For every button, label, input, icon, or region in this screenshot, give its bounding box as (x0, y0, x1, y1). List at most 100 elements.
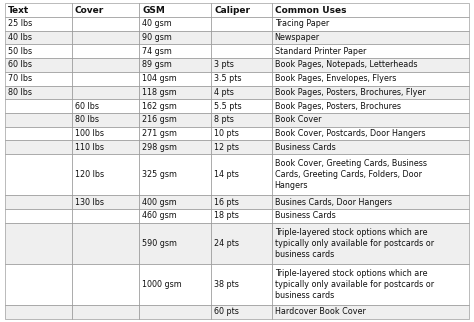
Bar (139, 305, 211, 319)
Text: 216 gsm: 216 gsm (142, 115, 177, 124)
Text: 5.5 pts: 5.5 pts (214, 102, 242, 111)
Bar (139, 154, 211, 195)
Text: 590 gsm: 590 gsm (142, 239, 177, 248)
Bar (272, 209, 469, 223)
Bar (272, 17, 469, 31)
Bar (72, 58, 139, 72)
Bar (211, 154, 272, 195)
Text: GSM: GSM (142, 5, 165, 14)
Text: 74 gsm: 74 gsm (142, 47, 172, 56)
Bar (5, 127, 72, 140)
Bar (139, 209, 211, 223)
Bar (5, 99, 72, 113)
Bar (211, 17, 272, 31)
Bar (72, 154, 139, 195)
Bar (211, 140, 272, 154)
Text: Book Pages, Posters, Brochures: Book Pages, Posters, Brochures (274, 102, 401, 111)
Text: Triple-layered stock options which are
typically only available for postcards or: Triple-layered stock options which are t… (274, 228, 434, 259)
Bar (5, 113, 72, 127)
Text: 8 pts: 8 pts (214, 115, 234, 124)
Text: 3.5 pts: 3.5 pts (214, 74, 242, 83)
Text: 110 lbs: 110 lbs (75, 143, 104, 152)
Bar (5, 44, 72, 58)
Bar (72, 3, 139, 17)
Bar (5, 305, 72, 319)
Text: 40 lbs: 40 lbs (8, 33, 32, 42)
Bar (5, 86, 72, 99)
Bar (72, 223, 139, 264)
Bar (139, 17, 211, 31)
Bar (272, 31, 469, 44)
Text: Busines Cards, Door Hangers: Busines Cards, Door Hangers (274, 198, 392, 207)
Bar (139, 3, 211, 17)
Text: 40 gsm: 40 gsm (142, 19, 172, 28)
Text: Hardcover Book Cover: Hardcover Book Cover (274, 308, 365, 317)
Text: 271 gsm: 271 gsm (142, 129, 177, 138)
Bar (211, 209, 272, 223)
Bar (5, 264, 72, 305)
Bar (5, 195, 72, 209)
Bar (272, 195, 469, 209)
Bar (72, 17, 139, 31)
Text: Caliper: Caliper (214, 5, 250, 14)
Bar (72, 140, 139, 154)
Text: 104 gsm: 104 gsm (142, 74, 177, 83)
Bar (72, 72, 139, 86)
Bar (211, 44, 272, 58)
Bar (211, 264, 272, 305)
Bar (72, 44, 139, 58)
Bar (5, 209, 72, 223)
Text: 38 pts: 38 pts (214, 280, 239, 289)
Bar (211, 99, 272, 113)
Text: Business Cards: Business Cards (274, 211, 336, 220)
Bar (5, 17, 72, 31)
Bar (5, 223, 72, 264)
Bar (139, 58, 211, 72)
Bar (272, 223, 469, 264)
Bar (272, 127, 469, 140)
Text: 50 lbs: 50 lbs (8, 47, 32, 56)
Text: Text: Text (8, 5, 29, 14)
Bar (211, 3, 272, 17)
Bar (272, 113, 469, 127)
Text: 130 lbs: 130 lbs (75, 198, 104, 207)
Text: 80 lbs: 80 lbs (75, 115, 99, 124)
Bar (139, 113, 211, 127)
Bar (72, 195, 139, 209)
Text: 325 gsm: 325 gsm (142, 170, 177, 179)
Bar (211, 113, 272, 127)
Bar (272, 264, 469, 305)
Bar (272, 305, 469, 319)
Bar (72, 305, 139, 319)
Bar (5, 140, 72, 154)
Text: Newspaper: Newspaper (274, 33, 320, 42)
Text: Common Uses: Common Uses (274, 5, 346, 14)
Text: 90 gsm: 90 gsm (142, 33, 172, 42)
Bar (72, 264, 139, 305)
Bar (5, 31, 72, 44)
Bar (272, 154, 469, 195)
Bar (139, 223, 211, 264)
Text: 118 gsm: 118 gsm (142, 88, 177, 97)
Bar (139, 140, 211, 154)
Bar (211, 72, 272, 86)
Bar (211, 86, 272, 99)
Bar (139, 127, 211, 140)
Text: 89 gsm: 89 gsm (142, 61, 172, 70)
Text: 60 lbs: 60 lbs (75, 102, 99, 111)
Bar (211, 31, 272, 44)
Bar (139, 44, 211, 58)
Bar (72, 113, 139, 127)
Text: Triple-layered stock options which are
typically only available for postcards or: Triple-layered stock options which are t… (274, 269, 434, 300)
Text: 162 gsm: 162 gsm (142, 102, 177, 111)
Text: Book Cover: Book Cover (274, 115, 321, 124)
Text: Book Cover, Postcards, Door Hangers: Book Cover, Postcards, Door Hangers (274, 129, 425, 138)
Bar (72, 86, 139, 99)
Text: 60 lbs: 60 lbs (8, 61, 32, 70)
Text: Book Pages, Envelopes, Flyers: Book Pages, Envelopes, Flyers (274, 74, 396, 83)
Text: 14 pts: 14 pts (214, 170, 239, 179)
Text: 16 pts: 16 pts (214, 198, 239, 207)
Text: Book Pages, Notepads, Letterheads: Book Pages, Notepads, Letterheads (274, 61, 417, 70)
Text: 60 pts: 60 pts (214, 308, 239, 317)
Text: 4 pts: 4 pts (214, 88, 234, 97)
